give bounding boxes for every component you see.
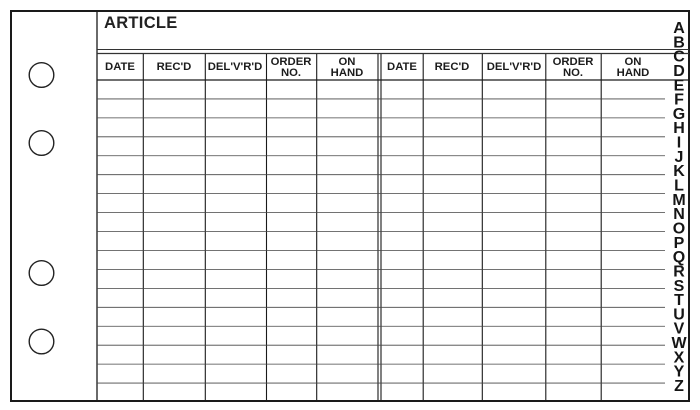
svg-text:DEL'V'R'D: DEL'V'R'D bbox=[208, 61, 263, 73]
svg-text:ARTICLE: ARTICLE bbox=[104, 14, 178, 32]
svg-text:DEL'V'R'D: DEL'V'R'D bbox=[487, 61, 542, 73]
svg-text:NO.: NO. bbox=[281, 67, 301, 79]
svg-text:Z: Z bbox=[674, 378, 684, 395]
svg-text:HAND: HAND bbox=[331, 67, 364, 79]
svg-text:DATE: DATE bbox=[105, 61, 135, 73]
svg-text:NO.: NO. bbox=[563, 67, 583, 79]
svg-text:DATE: DATE bbox=[387, 61, 417, 73]
svg-text:REC'D: REC'D bbox=[435, 61, 470, 73]
svg-text:HAND: HAND bbox=[617, 67, 650, 79]
svg-text:REC'D: REC'D bbox=[157, 61, 192, 73]
